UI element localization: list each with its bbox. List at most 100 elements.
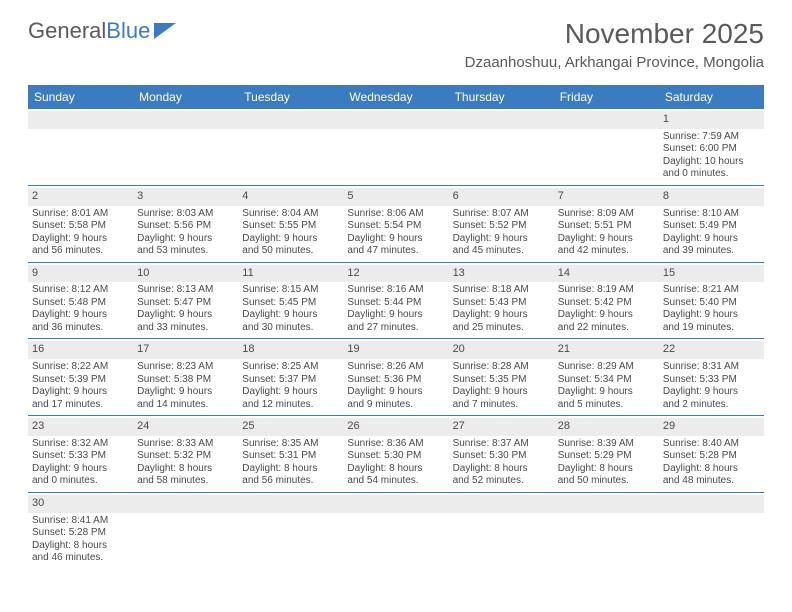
daylight1-text: Daylight: 8 hours xyxy=(242,463,339,476)
calendar-cell-empty xyxy=(554,493,659,569)
day-number: 2 xyxy=(28,188,133,206)
sunset-text: Sunset: 5:32 PM xyxy=(137,450,234,463)
sunrise-text: Sunrise: 8:39 AM xyxy=(558,438,655,451)
day-number: 23 xyxy=(28,418,133,436)
title-block: November 2025 Dzaanhoshuu, Arkhangai Pro… xyxy=(465,18,764,71)
day-number: 5 xyxy=(343,188,448,206)
day-number: 20 xyxy=(449,341,554,359)
sunrise-text: Sunrise: 8:12 AM xyxy=(32,284,129,297)
sunrise-text: Sunrise: 8:21 AM xyxy=(663,284,760,297)
day-number xyxy=(343,111,448,129)
sunset-text: Sunset: 5:47 PM xyxy=(137,297,234,310)
calendar-cell: 14Sunrise: 8:19 AMSunset: 5:42 PMDayligh… xyxy=(554,263,659,339)
daylight1-text: Daylight: 9 hours xyxy=(242,386,339,399)
sunset-text: Sunset: 5:52 PM xyxy=(453,220,550,233)
sunrise-text: Sunrise: 8:32 AM xyxy=(32,438,129,451)
calendar-cell-empty xyxy=(449,109,554,185)
daylight2-text: and 47 minutes. xyxy=(347,245,444,258)
daylight1-text: Daylight: 8 hours xyxy=(137,463,234,476)
day-number xyxy=(554,111,659,129)
day-number: 4 xyxy=(238,188,343,206)
day-number: 25 xyxy=(238,418,343,436)
sunrise-text: Sunrise: 8:40 AM xyxy=(663,438,760,451)
calendar-cell: 28Sunrise: 8:39 AMSunset: 5:29 PMDayligh… xyxy=(554,416,659,492)
daylight2-text: and 14 minutes. xyxy=(137,399,234,412)
calendar-cell: 26Sunrise: 8:36 AMSunset: 5:30 PMDayligh… xyxy=(343,416,448,492)
week-row: 23 Sunrise: 8:32 AMSunset: 5:33 PM Dayligh… xyxy=(28,416,764,493)
day-number xyxy=(133,495,238,513)
sunset-text: Sunset: 5:37 PM xyxy=(242,374,339,387)
daylight2-text: and 42 minutes. xyxy=(558,245,655,258)
page-header: GeneralBlue November 2025 Dzaanhoshuu, A… xyxy=(0,0,792,79)
daylight1-text: Daylight: 9 hours xyxy=(347,386,444,399)
sunset-text: Sunset: 5:44 PM xyxy=(347,297,444,310)
sunrise-text: Sunrise: 8:15 AM xyxy=(242,284,339,297)
sunrise-text: Sunrise: 8:35 AM xyxy=(242,438,339,451)
sunset-text: Sunset: 5:33 PM xyxy=(32,450,129,463)
day-number: 19 xyxy=(343,341,448,359)
day-header-wednesday: Wednesday xyxy=(343,85,448,109)
day-header-monday: Monday xyxy=(133,85,238,109)
day-header-saturday: Saturday xyxy=(659,85,764,109)
daylight2-text: and 45 minutes. xyxy=(453,245,550,258)
sunset-text: Sunset: 5:30 PM xyxy=(453,450,550,463)
calendar-cell: 20Sunrise: 8:28 AMSunset: 5:35 PMDayligh… xyxy=(449,339,554,415)
day-number: 11 xyxy=(238,265,343,283)
day-number: 12 xyxy=(343,265,448,283)
sunset-text: Sunset: 5:56 PM xyxy=(137,220,234,233)
logo: GeneralBlue xyxy=(28,18,176,44)
daylight2-text: and 22 minutes. xyxy=(558,322,655,335)
daylight2-text: and 50 minutes. xyxy=(242,245,339,258)
calendar-cell: 12Sunrise: 8:16 AMSunset: 5:44 PMDayligh… xyxy=(343,263,448,339)
weeks-container: 1Sunrise: 7:59 AMSunset: 6:00 PMDaylight… xyxy=(28,109,764,569)
day-number: 21 xyxy=(554,341,659,359)
week-row: 30Sunrise: 8:41 AMSunset: 5:28 PMDayligh… xyxy=(28,493,764,569)
daylight2-text: and 46 minutes. xyxy=(32,552,129,565)
calendar-cell: 16Sunrise: 8:22 AMSunset: 5:39 PMDayligh… xyxy=(28,339,133,415)
calendar-cell: 11Sunrise: 8:15 AMSunset: 5:45 PMDayligh… xyxy=(238,263,343,339)
sunset-text: Sunset: 5:28 PM xyxy=(32,527,129,540)
sunrise-text: Sunrise: 8:04 AM xyxy=(242,208,339,221)
calendar-cell: 30Sunrise: 8:41 AMSunset: 5:28 PMDayligh… xyxy=(28,493,133,569)
daylight2-text: and 52 minutes. xyxy=(453,475,550,488)
calendar-cell: 15Sunrise: 8:21 AMSunset: 5:40 PMDayligh… xyxy=(659,263,764,339)
logo-text-blue: Blue xyxy=(106,18,150,44)
day-number: 15 xyxy=(659,265,764,283)
sunset-text: Sunset: 5:45 PM xyxy=(242,297,339,310)
calendar-cell: 9Sunrise: 8:12 AMSunset: 5:48 PMDaylight… xyxy=(28,263,133,339)
day-header-friday: Friday xyxy=(554,85,659,109)
daylight2-text: and 58 minutes. xyxy=(137,475,234,488)
week-row: 2Sunrise: 8:01 AMSunset: 5:58 PMDaylight… xyxy=(28,186,764,263)
day-number: 14 xyxy=(554,265,659,283)
daylight2-text: and 54 minutes. xyxy=(347,475,444,488)
calendar-cell: 22Sunrise: 8:31 AMSunset: 5:33 PMDayligh… xyxy=(659,339,764,415)
day-number: 27 xyxy=(449,418,554,436)
calendar-cell: 8Sunrise: 8:10 AMSunset: 5:49 PMDaylight… xyxy=(659,186,764,262)
daylight1-text: Daylight: 9 hours xyxy=(663,386,760,399)
day-number: 3 xyxy=(133,188,238,206)
daylight1-text: Daylight: 9 hours xyxy=(242,233,339,246)
day-number xyxy=(343,495,448,513)
daylight1-text: Daylight: 9 hours xyxy=(558,233,655,246)
daylight2-text: and 5 minutes. xyxy=(558,399,655,412)
calendar-cell-empty xyxy=(343,109,448,185)
sunrise-text: Sunrise: 8:26 AM xyxy=(347,361,444,374)
sunrise-text: Sunrise: 8:28 AM xyxy=(453,361,550,374)
calendar-cell-empty xyxy=(449,493,554,569)
daylight2-text: and 48 minutes. xyxy=(663,475,760,488)
day-number: 1 xyxy=(659,111,764,129)
daylight2-text: and 12 minutes. xyxy=(242,399,339,412)
daylight1-text: Daylight: 9 hours xyxy=(137,386,234,399)
sunset-text: Sunset: 5:35 PM xyxy=(453,374,550,387)
day-number: 24 xyxy=(133,418,238,436)
sunrise-text: Sunrise: 8:33 AM xyxy=(137,438,234,451)
sunrise-text: Sunrise: 8:25 AM xyxy=(242,361,339,374)
daylight1-text: Daylight: 9 hours xyxy=(558,309,655,322)
day-number: 9 xyxy=(28,265,133,283)
day-number xyxy=(449,495,554,513)
daylight1-text: Daylight: 9 hours xyxy=(663,309,760,322)
day-header-tuesday: Tuesday xyxy=(238,85,343,109)
sunset-text: Sunset: 5:39 PM xyxy=(32,374,129,387)
daylight2-text: and 33 minutes. xyxy=(137,322,234,335)
day-number: 13 xyxy=(449,265,554,283)
